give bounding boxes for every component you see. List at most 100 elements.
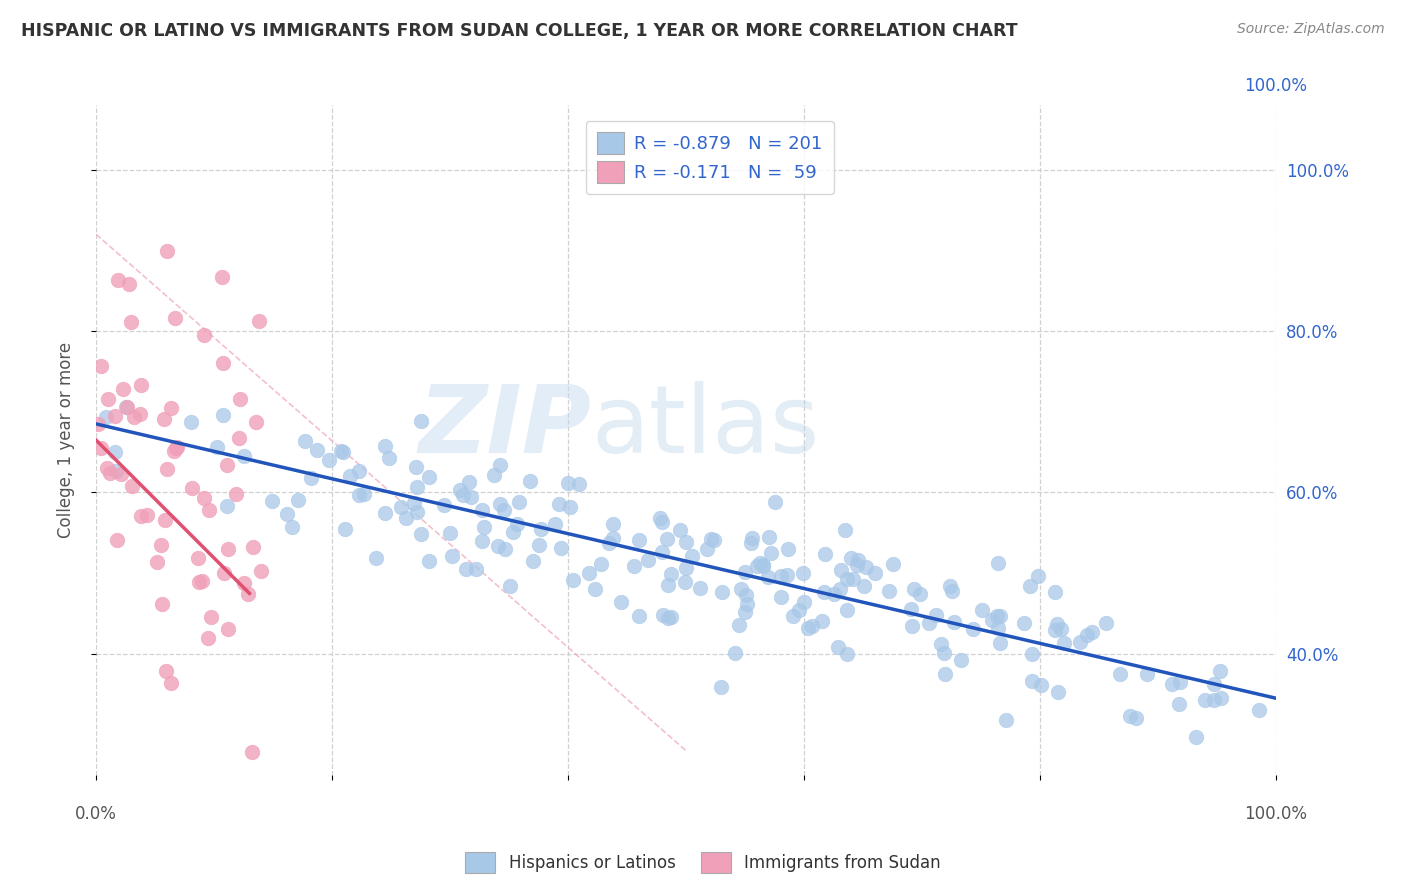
Point [752, 559, 775, 574]
Point [242, 540, 264, 554]
Point [458, 475, 481, 489]
Point [657, 611, 679, 625]
Point [110, 467, 132, 481]
Point [801, 619, 824, 633]
Point [1019, 579, 1042, 593]
Point [519, 475, 541, 489]
Point [846, 553, 869, 567]
Point [769, 569, 792, 583]
Point [214, 566, 236, 580]
Point [700, 533, 723, 547]
Point [152, 412, 174, 426]
Point [918, 616, 941, 631]
Point [104, 464, 127, 478]
Point [374, 439, 396, 453]
Point [1021, 674, 1043, 689]
Point [770, 590, 793, 604]
Point [333, 522, 356, 536]
Text: HISPANIC OR LATINO VS IMMIGRANTS FROM SUDAN COLLEGE, 1 YEAR OR MORE CORRELATION : HISPANIC OR LATINO VS IMMIGRANTS FROM SU… [21, 22, 1018, 40]
Point [759, 546, 782, 560]
Point [813, 585, 835, 599]
Point [107, 272, 129, 286]
Point [547, 497, 569, 511]
Point [776, 542, 799, 557]
Point [406, 480, 429, 494]
Point [1043, 623, 1066, 637]
Point [657, 578, 679, 592]
Point [200, 609, 222, 624]
Point [240, 745, 263, 759]
Point [1160, 677, 1182, 691]
Point [839, 551, 862, 566]
Point [159, 401, 181, 415]
Point [741, 531, 763, 545]
Point [1046, 685, 1069, 699]
Point [374, 506, 396, 520]
Point [294, 434, 316, 448]
Point [986, 609, 1008, 624]
Point [90, 441, 112, 455]
Point [823, 587, 845, 601]
Legend: R = -0.879   N = 201, R = -0.171   N =  59: R = -0.879 N = 201, R = -0.171 N = 59 [586, 121, 834, 194]
Point [506, 517, 529, 532]
Point [197, 631, 219, 645]
Point [489, 458, 512, 472]
Point [787, 603, 810, 617]
Point [877, 584, 900, 599]
Point [190, 574, 212, 589]
Point [150, 597, 173, 611]
Point [1031, 677, 1053, 691]
Point [659, 610, 682, 624]
Point [489, 497, 512, 511]
Point [155, 513, 177, 527]
Point [589, 558, 612, 572]
Point [1050, 623, 1073, 637]
Point [735, 588, 758, 602]
Point [797, 621, 820, 635]
Point [494, 542, 516, 557]
Point [389, 500, 412, 515]
Point [529, 537, 551, 551]
Point [901, 619, 924, 633]
Point [1076, 627, 1098, 641]
Point [129, 407, 152, 421]
Point [454, 562, 477, 576]
Point [198, 502, 221, 516]
Point [543, 517, 565, 532]
Point [217, 542, 239, 557]
Point [247, 314, 270, 328]
Point [187, 550, 209, 565]
Point [287, 493, 309, 508]
Point [855, 560, 877, 574]
Text: 0.0%: 0.0% [75, 805, 117, 823]
Point [205, 441, 228, 455]
Point [228, 392, 250, 406]
Point [418, 554, 440, 568]
Point [471, 502, 494, 516]
Point [232, 576, 254, 591]
Point [827, 640, 849, 654]
Point [232, 449, 254, 463]
Point [943, 615, 966, 629]
Point [1080, 624, 1102, 639]
Point [1069, 635, 1091, 649]
Point [508, 494, 530, 508]
Point [673, 574, 696, 589]
Point [734, 605, 756, 619]
Point [395, 511, 418, 525]
Point [484, 468, 506, 483]
Point [347, 464, 370, 478]
Text: atlas: atlas [592, 381, 820, 473]
Point [228, 431, 250, 445]
Point [730, 582, 752, 597]
Point [212, 408, 235, 422]
Y-axis label: College, 1 year or more: College, 1 year or more [58, 342, 75, 538]
Point [1119, 708, 1142, 723]
Point [1028, 569, 1050, 583]
Point [217, 458, 239, 472]
Point [610, 594, 633, 608]
Point [602, 531, 624, 545]
Point [689, 581, 711, 595]
Point [165, 441, 187, 455]
Point [949, 653, 972, 667]
